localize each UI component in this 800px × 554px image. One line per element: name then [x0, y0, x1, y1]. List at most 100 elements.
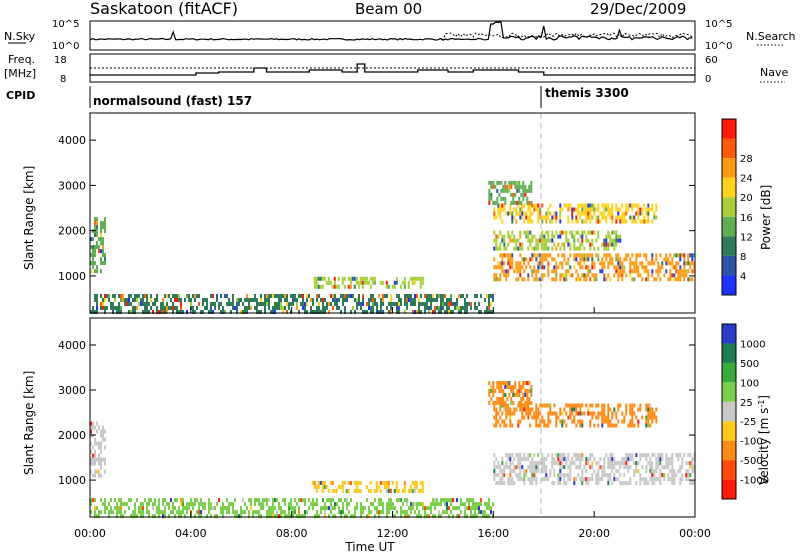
echo-cell: [274, 310, 276, 314]
echo-cell: [497, 234, 500, 239]
echo-cell: [370, 306, 372, 310]
echo-cell: [330, 498, 332, 503]
echo-cell: [509, 477, 512, 482]
echo-cell: [515, 246, 518, 251]
echo-cell: [288, 306, 290, 310]
echo-cell: [306, 310, 308, 314]
echo-cell: [382, 294, 384, 298]
echo-cell: [236, 514, 238, 519]
echo-cell: [290, 498, 292, 503]
echo-cell: [665, 457, 668, 462]
echo-cell: [110, 302, 112, 306]
echo-cell: [589, 253, 592, 258]
echo-cell: [527, 407, 530, 412]
echo-cell: [525, 230, 528, 235]
echo-cell: [389, 489, 392, 493]
echo-cell: [446, 306, 448, 310]
echo-cell: [212, 302, 214, 306]
echo-cell: [260, 506, 262, 511]
echo-cell: [563, 203, 566, 208]
echo-cell: [432, 310, 434, 314]
echo-cell: [631, 277, 634, 282]
echo-cell: [505, 246, 508, 251]
echo-cell: [597, 215, 600, 220]
echo-cell: [460, 294, 462, 298]
echo-cell: [278, 306, 280, 310]
echo-cell: [671, 453, 674, 458]
echo-cell: [373, 489, 376, 493]
echo-cell: [573, 246, 576, 251]
echo-cell: [386, 502, 388, 507]
echo-cell: [533, 207, 536, 212]
echo-cell: [136, 306, 138, 310]
echo-cell: [142, 510, 144, 515]
echo-cell: [579, 246, 582, 251]
echo-cell: [162, 502, 164, 507]
echo-cell: [541, 219, 544, 224]
echo-cell: [619, 207, 622, 212]
echo-cell: [581, 230, 584, 235]
echo-cell: [96, 265, 98, 270]
echo-cell: [555, 219, 558, 224]
echo-cell: [112, 306, 114, 310]
echo-cell: [519, 461, 522, 466]
echo-cell: [619, 465, 622, 470]
echo-cell: [404, 510, 406, 515]
echo-cell: [402, 510, 404, 515]
echo-cell: [517, 461, 520, 466]
echo-cell: [374, 498, 376, 503]
echo-cell: [575, 230, 578, 235]
echo-cell: [503, 269, 506, 274]
echo-cell: [349, 481, 352, 485]
echo-cell: [500, 188, 503, 193]
echo-cell: [250, 502, 252, 507]
echo-cell: [679, 273, 682, 278]
echo-cell: [516, 184, 519, 189]
echo-cell: [316, 294, 318, 298]
echo-cell: [361, 284, 364, 289]
echo-cell: [256, 310, 258, 314]
colorbar-tick-label: 500: [740, 359, 759, 370]
echo-cell: [102, 249, 104, 254]
y-tick-label: 4000: [58, 339, 86, 352]
echo-cell: [607, 203, 610, 208]
echo-cell: [208, 498, 210, 503]
echo-cell: [497, 419, 500, 424]
echo-cell: [196, 498, 198, 503]
echo-cell: [691, 457, 694, 462]
echo-cell: [559, 211, 562, 216]
echo-cell: [355, 276, 358, 281]
echo-cell: [521, 257, 524, 262]
echo-cell: [396, 310, 398, 314]
nsky-right-tick-bottom: 10^0: [705, 41, 732, 52]
echo-cell: [268, 302, 270, 306]
echo-cell: [521, 277, 524, 282]
echo-cell: [358, 294, 360, 298]
echo-cell: [537, 453, 540, 458]
echo-cell: [547, 265, 550, 270]
echo-cell: [517, 238, 520, 243]
echo-cell: [643, 477, 646, 482]
echo-cell: [196, 510, 198, 515]
echo-cell: [382, 310, 384, 314]
echo-cell: [387, 485, 390, 489]
echo-cell: [575, 269, 578, 274]
echo-cell: [591, 465, 594, 470]
echo-cell: [272, 502, 274, 507]
echo-cell: [583, 411, 586, 416]
echo-cell: [551, 453, 554, 458]
echo-cell: [254, 498, 256, 503]
echo-cell: [633, 219, 636, 224]
echo-cell: [490, 294, 492, 298]
echo-cell: [288, 510, 290, 515]
echo-cell: [260, 298, 262, 302]
echo-cell: [94, 469, 96, 474]
echo-cell: [577, 273, 580, 278]
echo-cell: [100, 302, 102, 306]
echo-cell: [436, 306, 438, 310]
echo-cell: [629, 411, 632, 416]
echo-cell: [493, 211, 496, 216]
echo-cell: [399, 284, 402, 289]
echo-cell: [104, 437, 106, 442]
